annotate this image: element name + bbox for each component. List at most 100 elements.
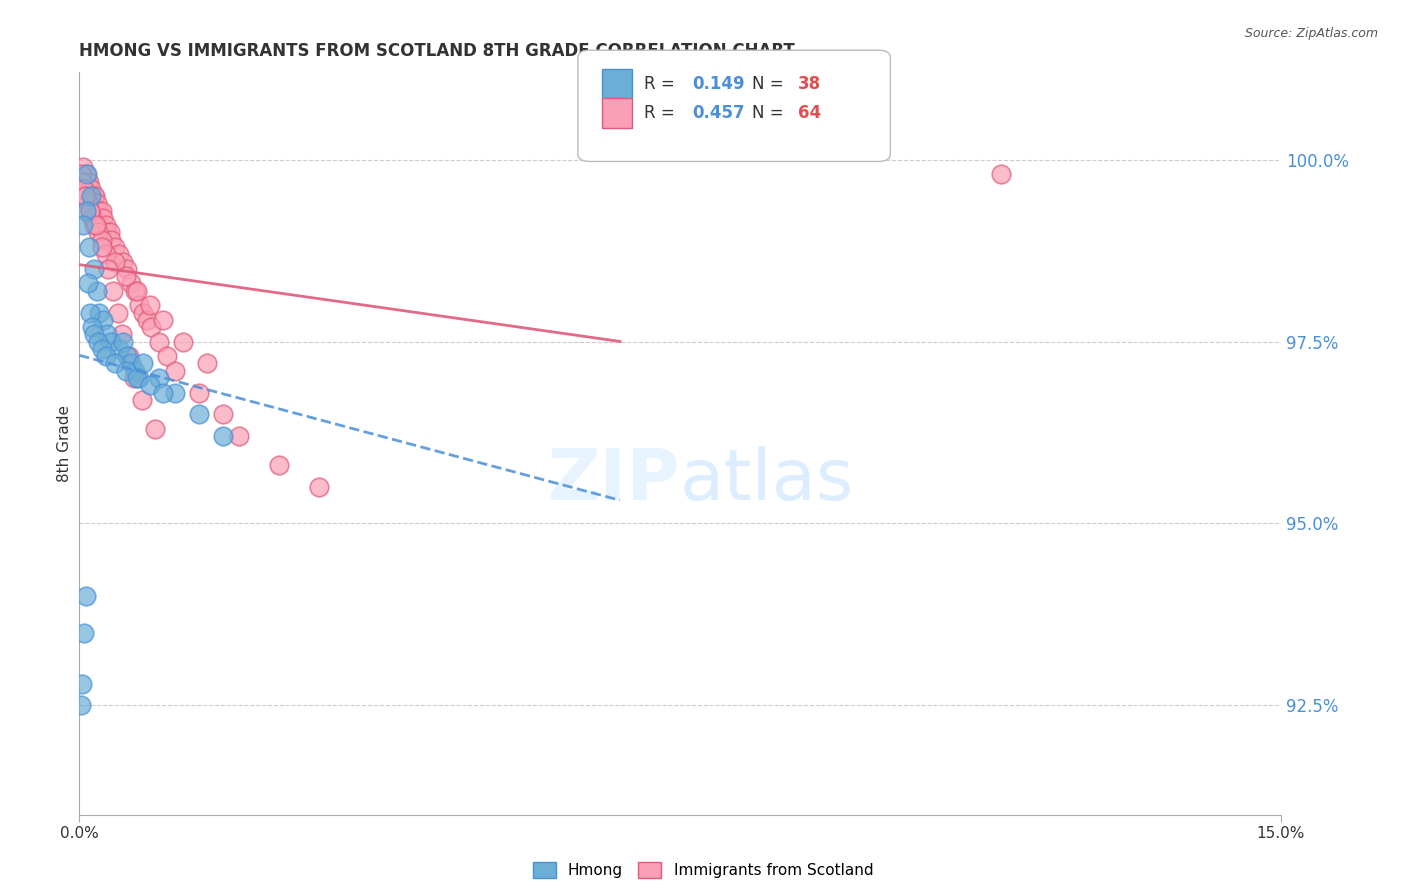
Hmong <box>114 364 136 378</box>
Text: N =: N = <box>752 104 789 122</box>
Immigrants from Scotland <box>195 356 218 370</box>
Hmong <box>75 589 97 603</box>
Immigrants from Scotland <box>96 226 118 240</box>
Immigrants from Scotland <box>80 182 103 196</box>
Hmong <box>86 334 108 349</box>
Immigrants from Scotland <box>114 269 136 284</box>
Text: N =: N = <box>752 75 789 93</box>
Hmong <box>165 385 187 400</box>
Immigrants from Scotland <box>84 189 107 203</box>
Hmong <box>90 342 112 356</box>
Hmong <box>77 240 100 254</box>
Hmong <box>77 277 100 291</box>
Immigrants from Scotland <box>125 284 148 298</box>
Hmong <box>112 334 135 349</box>
Immigrants from Scotland <box>69 167 91 181</box>
Immigrants from Scotland <box>269 458 291 473</box>
Immigrants from Scotland <box>101 284 124 298</box>
Immigrants from Scotland <box>86 196 108 211</box>
Hmong <box>73 625 96 640</box>
Immigrants from Scotland <box>75 189 97 203</box>
Immigrants from Scotland <box>188 385 211 400</box>
Hmong <box>76 167 98 181</box>
Hmong <box>80 320 103 334</box>
Text: R =: R = <box>644 104 681 122</box>
Immigrants from Scotland <box>79 203 101 218</box>
Immigrants from Scotland <box>94 247 117 261</box>
Immigrants from Scotland <box>132 305 155 319</box>
Hmong <box>120 356 142 370</box>
Immigrants from Scotland <box>131 392 153 407</box>
Immigrants from Scotland <box>73 189 96 203</box>
Immigrants from Scotland <box>136 313 159 327</box>
Immigrants from Scotland <box>94 218 117 232</box>
Hmong <box>80 189 103 203</box>
Immigrants from Scotland <box>77 175 100 189</box>
Immigrants from Scotland <box>89 203 111 218</box>
Immigrants from Scotland <box>80 211 103 225</box>
Immigrants from Scotland <box>79 203 101 218</box>
Immigrants from Scotland <box>107 305 129 319</box>
Text: HMONG VS IMMIGRANTS FROM SCOTLAND 8TH GRADE CORRELATION CHART: HMONG VS IMMIGRANTS FROM SCOTLAND 8TH GR… <box>79 42 794 60</box>
Hmong <box>83 327 105 342</box>
Immigrants from Scotland <box>90 233 112 247</box>
Hmong <box>212 429 235 443</box>
Immigrants from Scotland <box>90 203 112 218</box>
Immigrants from Scotland <box>228 429 250 443</box>
Text: 0.457: 0.457 <box>692 104 745 122</box>
Immigrants from Scotland <box>91 211 114 225</box>
Hmong <box>100 334 122 349</box>
Hmong <box>188 408 211 422</box>
Hmong <box>152 385 174 400</box>
Immigrants from Scotland <box>110 327 132 342</box>
Hmong <box>115 349 138 363</box>
Immigrants from Scotland <box>212 408 235 422</box>
Immigrants from Scotland <box>148 334 170 349</box>
Immigrants from Scotland <box>84 218 107 232</box>
FancyBboxPatch shape <box>602 69 631 98</box>
Hmong <box>83 261 105 276</box>
Text: atlas: atlas <box>681 446 855 515</box>
Text: R =: R = <box>644 75 681 93</box>
Hmong <box>89 305 111 319</box>
Y-axis label: 8th Grade: 8th Grade <box>58 405 72 482</box>
Immigrants from Scotland <box>73 182 96 196</box>
Hmong <box>128 371 150 385</box>
Immigrants from Scotland <box>128 298 150 312</box>
Immigrants from Scotland <box>120 277 142 291</box>
Immigrants from Scotland <box>156 349 179 363</box>
Legend: Hmong, Immigrants from Scotland: Hmong, Immigrants from Scotland <box>527 856 879 884</box>
Immigrants from Scotland <box>83 218 105 232</box>
Immigrants from Scotland <box>100 233 122 247</box>
Hmong <box>86 284 108 298</box>
Immigrants from Scotland <box>104 240 127 254</box>
Immigrants from Scotland <box>70 175 93 189</box>
Immigrants from Scotland <box>990 167 1012 181</box>
Hmong <box>72 218 94 232</box>
Immigrants from Scotland <box>165 364 187 378</box>
Immigrants from Scotland <box>308 480 330 494</box>
Hmong <box>108 342 131 356</box>
Immigrants from Scotland <box>172 334 194 349</box>
Immigrants from Scotland <box>115 261 138 276</box>
Immigrants from Scotland <box>83 189 105 203</box>
Text: 64: 64 <box>797 104 821 122</box>
Immigrants from Scotland <box>122 371 145 385</box>
Hmong <box>69 698 91 713</box>
Immigrants from Scotland <box>77 196 100 211</box>
Immigrants from Scotland <box>76 175 98 189</box>
Hmong <box>148 371 170 385</box>
Immigrants from Scotland <box>91 240 114 254</box>
Immigrants from Scotland <box>98 226 121 240</box>
Immigrants from Scotland <box>143 422 166 436</box>
Immigrants from Scotland <box>86 226 108 240</box>
Hmong <box>138 378 160 392</box>
Hmong <box>124 364 146 378</box>
Text: 38: 38 <box>797 75 821 93</box>
Immigrants from Scotland <box>112 254 135 268</box>
Hmong <box>132 356 155 370</box>
Immigrants from Scotland <box>104 254 127 268</box>
Immigrants from Scotland <box>108 247 131 261</box>
Hmong <box>75 203 97 218</box>
Hmong <box>96 327 118 342</box>
